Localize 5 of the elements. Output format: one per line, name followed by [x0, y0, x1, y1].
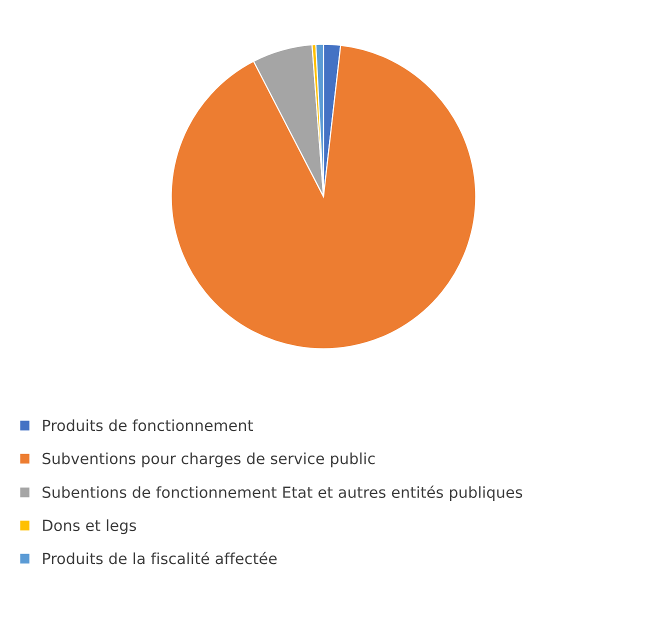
legend-label: Subentions de fonctionnement Etat et autres entités publiques: [42, 486, 522, 501]
legend-label: Produits de la fiscalité affectée: [43, 552, 277, 564]
legend-label: Subventions pour charges de service public: [42, 452, 375, 468]
legend-label: Produits de fonctionnement: [43, 419, 253, 432]
legend-label: Dons et legs: [43, 519, 136, 534]
